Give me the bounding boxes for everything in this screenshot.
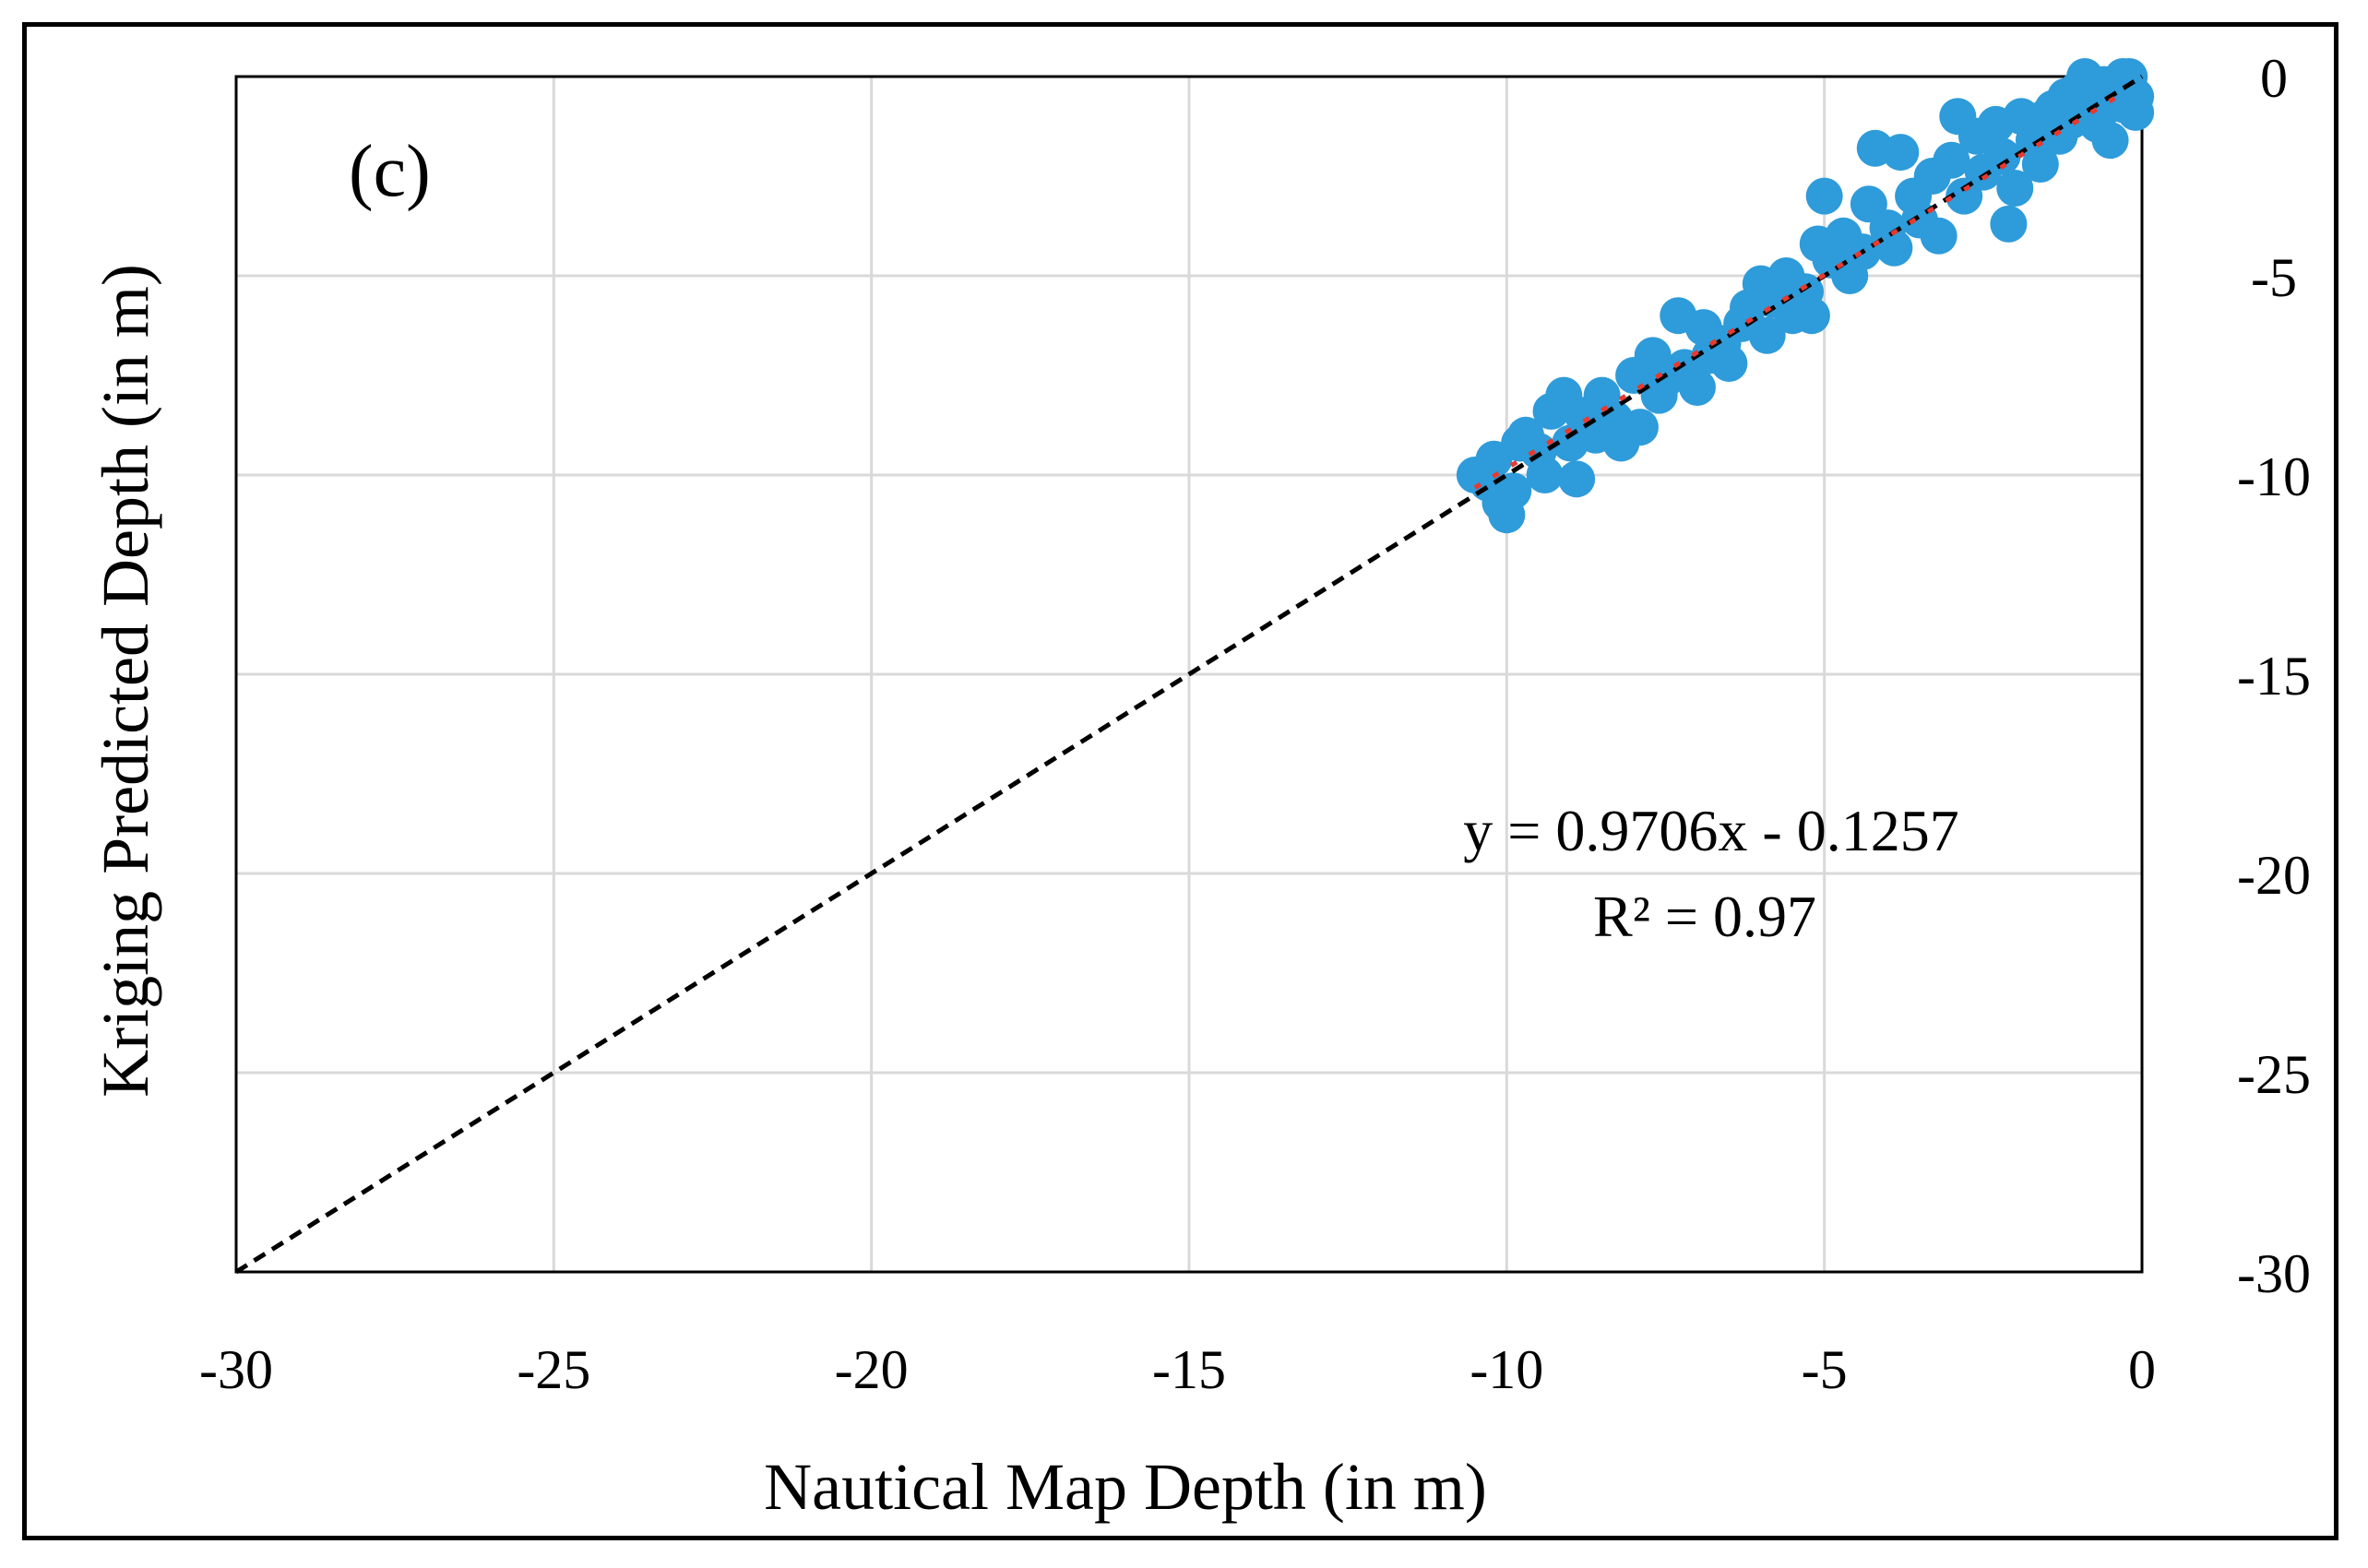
x-tick-label-1: -25 bbox=[517, 1339, 590, 1400]
x-tick-label-4: -10 bbox=[1470, 1339, 1543, 1400]
y-tick-label-0: 0 bbox=[2260, 48, 2288, 109]
data-point-26 bbox=[1678, 368, 1716, 406]
data-point-55 bbox=[1933, 141, 1970, 179]
y-axis-title: Kriging Predicted Depth (in m) bbox=[89, 264, 162, 1098]
data-point-82 bbox=[2117, 93, 2155, 131]
x-tick-label-3: -15 bbox=[1152, 1339, 1226, 1400]
data-point-54 bbox=[1920, 217, 1957, 255]
x-tick-labels: -30 -25 -20 -15 -10 -5 0 bbox=[199, 1339, 2156, 1400]
figure-frame bbox=[22, 22, 2338, 1540]
plot-area bbox=[234, 75, 2144, 1274]
y-tick-label-3: -15 bbox=[2237, 646, 2311, 707]
data-point-83 bbox=[2104, 58, 2142, 95]
x-axis-title: Nautical Map Depth (in m) bbox=[764, 1450, 1487, 1524]
r-squared: R² = 0.97 bbox=[1593, 884, 1816, 949]
data-point-20 bbox=[1621, 409, 1659, 446]
y-tick-label-4: -20 bbox=[2237, 845, 2311, 906]
data-point-62 bbox=[1990, 205, 2028, 243]
y-tick-label-5: -25 bbox=[2237, 1044, 2311, 1105]
data-point-41 bbox=[1805, 177, 1843, 215]
x-tick-label-6: 0 bbox=[2128, 1339, 2156, 1400]
y-tick-labels: 0 -5 -10 -15 -20 -25 -30 bbox=[2237, 48, 2311, 1304]
regression-equation: y = 0.9706x - 0.1257 bbox=[1463, 798, 1958, 863]
x-tick-label-2: -20 bbox=[835, 1339, 909, 1400]
data-point-30 bbox=[1710, 345, 1748, 383]
y-tick-label-1: -5 bbox=[2251, 247, 2297, 308]
data-point-61 bbox=[1983, 137, 2021, 175]
x-tick-label-0: -30 bbox=[199, 1339, 273, 1400]
panel-label: (c) bbox=[349, 131, 431, 212]
data-point-13 bbox=[1558, 460, 1596, 498]
y-tick-label-6: -30 bbox=[2237, 1243, 2311, 1304]
data-point-63 bbox=[1996, 169, 2034, 207]
data-point-34 bbox=[1748, 316, 1786, 354]
y-tick-label-2: -10 bbox=[2237, 446, 2311, 507]
data-point-4 bbox=[1494, 472, 1532, 510]
data-point-49 bbox=[1875, 229, 1913, 267]
data-points bbox=[1456, 58, 2155, 534]
data-point-9 bbox=[1526, 457, 1564, 493]
data-point-77 bbox=[2091, 122, 2129, 160]
data-point-39 bbox=[1792, 297, 1830, 335]
data-point-50 bbox=[1882, 134, 1920, 172]
x-tick-label-5: -5 bbox=[1802, 1339, 1848, 1400]
data-point-66 bbox=[2021, 146, 2059, 184]
